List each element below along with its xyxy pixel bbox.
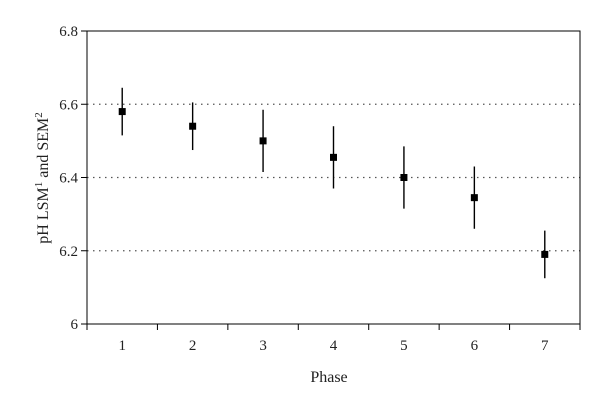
y-axis-title: pH LSM1 and SEM2: [33, 112, 52, 243]
y-tick-label-4: 6.8: [59, 24, 78, 40]
y-tick-label-3: 6.6: [59, 97, 78, 113]
y-axis-title-sup1: 1: [33, 182, 45, 188]
data-points: [118, 87, 549, 279]
data-point-7: [541, 250, 549, 258]
x-axis: 1 2 3 4 5 6 7: [86, 324, 581, 354]
y-tick-label-2: 6.4: [59, 171, 78, 187]
x-tick-label-4: 5: [400, 338, 408, 354]
x-tick-label-3: 4: [330, 338, 338, 354]
x-axis-title: Phase: [310, 369, 347, 386]
y-tick-label-0: 6: [71, 317, 79, 333]
x-tick-label-6: 7: [541, 338, 549, 354]
data-point-3: [259, 137, 267, 145]
x-tick-label-2: 3: [259, 338, 267, 354]
y-axis-title-mid: and SEM: [35, 118, 52, 182]
x-tick-label-1: 2: [189, 338, 197, 354]
data-point-6: [470, 194, 478, 202]
y-axis: 6 6.2 6.4 6.6 6.8: [59, 24, 87, 333]
x-tick-label-5: 6: [471, 338, 479, 354]
data-point-1: [118, 108, 126, 116]
y-axis-title-sup2: 2: [33, 112, 45, 118]
x-tick-label-0: 1: [118, 338, 126, 354]
data-point-5: [400, 174, 408, 181]
data-point-2: [189, 122, 197, 130]
y-tick-label-1: 6.2: [59, 244, 78, 260]
data-point-4: [330, 153, 337, 161]
y-axis-title-main: pH LSM: [35, 187, 52, 243]
